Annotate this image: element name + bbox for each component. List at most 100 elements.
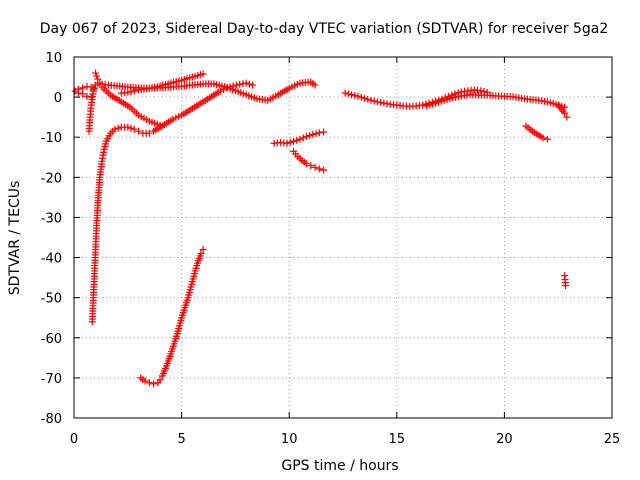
data-point (199, 70, 207, 78)
data-point (354, 92, 362, 100)
data-point (377, 99, 385, 107)
series-track-l (522, 122, 551, 143)
x-tick-label: 15 (389, 432, 406, 447)
data-point (286, 138, 294, 146)
data-point (239, 80, 247, 88)
y-tick-label: -40 (41, 252, 62, 267)
data-point (348, 91, 356, 99)
data-point (315, 165, 323, 173)
data-point (370, 97, 378, 105)
data-point (562, 282, 570, 290)
data-point (74, 89, 82, 97)
data-point (299, 134, 307, 142)
data-points (71, 69, 571, 388)
x-tick-label: 5 (177, 432, 185, 447)
y-tick-label: 10 (45, 51, 62, 66)
data-point (283, 139, 291, 147)
data-point (341, 89, 349, 97)
data-point (563, 113, 571, 121)
data-point (293, 136, 301, 144)
data-point (419, 101, 427, 109)
data-point (543, 135, 551, 143)
data-point (124, 123, 132, 131)
data-point (89, 87, 97, 95)
data-point (315, 129, 323, 137)
x-tick-label: 25 (604, 432, 621, 447)
data-point (130, 87, 138, 95)
data-point (302, 160, 310, 168)
chart-title: Day 067 of 2023, Sidereal Day-to-day VTE… (40, 21, 609, 37)
series-track-g (137, 246, 207, 388)
data-point (232, 81, 240, 89)
data-point (357, 93, 365, 101)
data-point (311, 163, 319, 171)
x-axis-title: GPS time / hours (281, 458, 398, 474)
series-track-c (88, 79, 257, 326)
data-point (344, 90, 352, 98)
y-tick-label: -10 (41, 131, 62, 146)
plot-frame (73, 56, 613, 419)
x-tick-label: 0 (70, 432, 78, 447)
data-point (451, 90, 459, 98)
data-point (422, 100, 430, 108)
data-point (364, 95, 372, 103)
series-track-d (85, 78, 319, 135)
y-tick-label: 0 (54, 91, 62, 106)
series-track-i (290, 147, 328, 174)
data-point (156, 376, 164, 384)
y-tick-label: -20 (41, 171, 62, 186)
data-point (114, 124, 122, 132)
series-track-j (341, 86, 491, 110)
data-point (150, 380, 158, 388)
data-point (156, 121, 164, 129)
data-point (242, 79, 250, 87)
series-track-h (270, 128, 328, 147)
data-point (361, 94, 369, 102)
data-point (124, 88, 132, 96)
data-point (135, 127, 143, 135)
x-tick-label: 20 (496, 432, 513, 447)
data-point (383, 100, 391, 108)
grid-lines (74, 57, 612, 418)
data-point (290, 137, 298, 145)
data-point (249, 81, 257, 89)
axis-ticks: 0 5 10 15 20 25 -80 -70 -60 -50 -40 -30 -20 -10 0 10 (41, 51, 621, 447)
data-point (145, 129, 153, 137)
series-track-n (561, 272, 570, 290)
data-point (130, 125, 138, 133)
data-point (296, 135, 304, 143)
series-track-f (117, 70, 207, 97)
data-point (561, 109, 569, 117)
data-point (302, 132, 310, 140)
data-point (92, 69, 100, 77)
data-point (79, 84, 87, 92)
series-track-k (423, 91, 569, 111)
data-point (216, 87, 224, 95)
data-point (312, 130, 320, 138)
data-point (79, 90, 87, 98)
data-point (94, 75, 102, 83)
data-point (307, 162, 315, 170)
data-point (306, 131, 314, 139)
data-point (90, 84, 98, 92)
data-point (320, 128, 328, 136)
y-tick-label: -60 (41, 332, 62, 347)
data-point (96, 79, 104, 87)
data-point (127, 124, 135, 132)
data-point (236, 80, 244, 88)
data-point (311, 81, 319, 89)
data-point (320, 166, 328, 174)
data-point (477, 87, 485, 95)
y-tick-label: -70 (41, 372, 62, 387)
y-tick-label: -80 (41, 412, 62, 427)
data-point (127, 88, 135, 96)
data-point (351, 92, 359, 100)
data-point (367, 96, 375, 104)
data-point (93, 72, 101, 80)
data-point (245, 80, 253, 88)
data-point (111, 125, 119, 133)
data-point (309, 130, 317, 138)
x-tick-label: 10 (281, 432, 298, 447)
data-point (197, 250, 205, 258)
